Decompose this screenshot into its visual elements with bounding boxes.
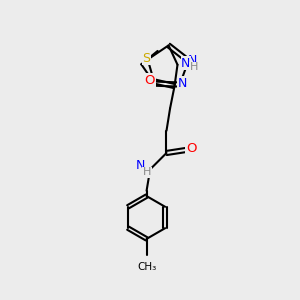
Text: O: O — [145, 74, 155, 87]
Text: N: N — [187, 54, 197, 68]
Text: CH₃: CH₃ — [137, 262, 156, 272]
Text: N: N — [178, 77, 187, 90]
Text: H: H — [190, 62, 198, 72]
Text: S: S — [142, 52, 150, 65]
Text: N: N — [181, 57, 190, 70]
Text: N: N — [136, 159, 145, 172]
Text: H: H — [143, 167, 152, 177]
Text: O: O — [186, 142, 196, 155]
